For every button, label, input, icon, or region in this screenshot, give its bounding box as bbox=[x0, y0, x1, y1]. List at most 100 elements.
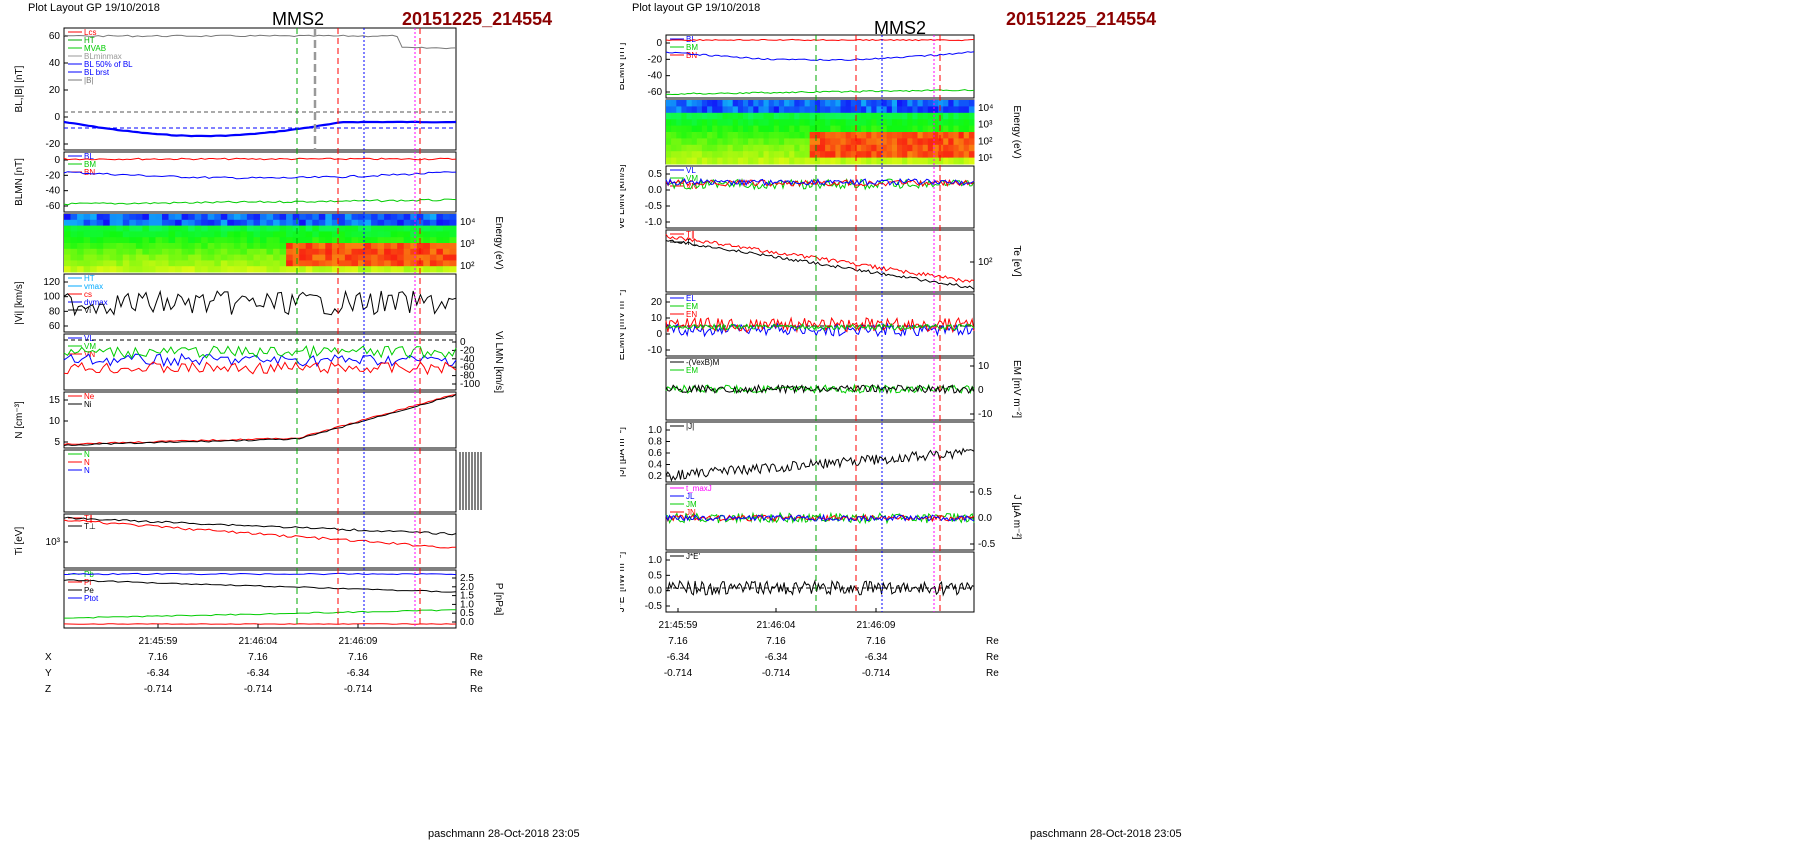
spectrogram-cell bbox=[671, 106, 677, 114]
spectrogram-cell bbox=[717, 132, 723, 139]
spectrogram-cell bbox=[260, 231, 267, 238]
spectrogram-cell bbox=[442, 248, 450, 256]
spectrogram-cell bbox=[732, 144, 739, 152]
spectrogram-cell bbox=[773, 138, 780, 146]
spectrogram-cell bbox=[397, 225, 405, 232]
spectrogram-cell bbox=[397, 254, 405, 261]
spectrogram-cell bbox=[429, 225, 437, 232]
y-tick-label: -60 bbox=[648, 87, 663, 98]
spectrogram-cell bbox=[938, 132, 944, 139]
spectrogram-cell bbox=[449, 260, 457, 267]
spectrogram-cell bbox=[938, 144, 944, 152]
spectrogram-cell bbox=[891, 157, 898, 165]
spectrogram-cell bbox=[364, 243, 372, 250]
spectrogram-cell bbox=[325, 260, 333, 267]
time-tick-label: 21:46:04 bbox=[239, 636, 278, 647]
spectrogram-cell bbox=[932, 132, 939, 139]
spectrogram-cell bbox=[943, 157, 949, 165]
spectrogram-cell bbox=[835, 157, 841, 165]
spectrogram-cell bbox=[116, 214, 124, 221]
panel-3: 10⁴ 10³ 10² Energy (eV) bbox=[63, 213, 504, 273]
spectrogram-cell bbox=[181, 266, 189, 273]
spectrogram-cell bbox=[103, 225, 111, 232]
spectrogram-cell bbox=[691, 100, 698, 107]
spectrogram-cell bbox=[666, 144, 672, 152]
spectrogram-cell bbox=[743, 119, 749, 127]
spectrogram-cell bbox=[820, 125, 826, 133]
spectrogram-cell bbox=[686, 157, 693, 165]
y-axis-label: J [μA m⁻²] bbox=[1011, 495, 1022, 540]
spectrogram-cell bbox=[814, 132, 821, 139]
spectrogram-cell bbox=[371, 260, 379, 267]
spectrogram-cell bbox=[876, 119, 883, 127]
spectrogram-cell bbox=[70, 248, 78, 256]
spectrogram-cell bbox=[253, 260, 261, 267]
spectrogram-cell bbox=[830, 106, 836, 114]
spectrogram-cell bbox=[279, 260, 287, 267]
spectrogram-cell bbox=[778, 132, 785, 139]
spectrogram-cell bbox=[948, 132, 954, 139]
y-tick-label: -10 bbox=[648, 345, 663, 356]
spectrogram-cell bbox=[331, 214, 339, 221]
spectrogram-cell bbox=[260, 214, 267, 221]
spectrogram-cell bbox=[917, 151, 924, 159]
spectrogram-cell bbox=[753, 125, 759, 133]
spectrogram-cell bbox=[727, 112, 734, 120]
spectrogram-cell bbox=[891, 106, 898, 114]
spectrogram-cell bbox=[753, 144, 759, 152]
spectrogram-cell bbox=[876, 151, 883, 159]
y-axis-label: Te [eV] bbox=[1011, 245, 1022, 276]
spectrogram-cell bbox=[312, 260, 320, 267]
spectrogram-cell bbox=[162, 266, 169, 273]
spectrogram-cell bbox=[845, 125, 852, 133]
spectrogram-cell bbox=[188, 231, 196, 238]
spectrogram-cell bbox=[927, 138, 934, 146]
spectrogram-cell bbox=[958, 144, 965, 152]
spectrogram-cell bbox=[958, 138, 965, 146]
spectrogram-cell bbox=[436, 214, 444, 221]
spectrogram-cell bbox=[371, 225, 379, 232]
spectrogram-cell bbox=[331, 237, 339, 244]
spectrogram-cell bbox=[253, 237, 261, 244]
spectrogram-cell bbox=[371, 266, 379, 273]
spectrogram-cell bbox=[768, 112, 775, 120]
spectrogram-cell bbox=[436, 219, 444, 227]
spectrogram-cell bbox=[830, 112, 836, 120]
spectrogram-cell bbox=[449, 266, 457, 273]
spectrogram-cell bbox=[743, 132, 749, 139]
spectrogram-cell bbox=[927, 106, 934, 114]
spectrogram-cell bbox=[116, 219, 124, 227]
y-tick-label: -40 bbox=[46, 186, 61, 197]
spectrogram-cell bbox=[763, 106, 770, 114]
spectrogram-cell bbox=[148, 225, 156, 232]
spectrogram-cell bbox=[861, 112, 867, 120]
spectrogram-cell bbox=[861, 125, 867, 133]
spectrogram-cell bbox=[707, 112, 713, 120]
y-tick-label: 0.6 bbox=[648, 448, 662, 459]
spectrogram-cell bbox=[902, 106, 908, 114]
spectrogram-cell bbox=[691, 112, 698, 120]
left-header: Plot Layout GP 19/10/2018 bbox=[28, 2, 160, 14]
spectrogram-cell bbox=[768, 119, 775, 127]
spectrogram-cell bbox=[64, 254, 71, 261]
spectrogram-cell bbox=[676, 132, 682, 139]
spectrogram-cell bbox=[922, 138, 929, 146]
spectrogram-cell bbox=[338, 219, 346, 227]
y-tick-label: 0.5 bbox=[648, 570, 662, 581]
spectrogram-cell bbox=[845, 119, 852, 127]
spectrogram-cell bbox=[325, 266, 333, 273]
spectrogram-cell bbox=[201, 219, 209, 227]
spectrogram-cell bbox=[384, 214, 392, 221]
spectrogram-cell bbox=[338, 231, 346, 238]
spectrogram-cell bbox=[70, 243, 78, 250]
spectrogram-cell bbox=[902, 144, 908, 152]
bn-series bbox=[63, 157, 457, 161]
spectrogram-cell bbox=[968, 100, 975, 107]
spectrogram-cell bbox=[866, 151, 872, 159]
spectrogram-cell bbox=[246, 254, 254, 261]
spectrogram-cell bbox=[410, 237, 418, 244]
spectrogram-cell bbox=[845, 157, 852, 165]
spectrogram-cell bbox=[932, 151, 939, 159]
spectrogram-cell bbox=[886, 112, 893, 120]
